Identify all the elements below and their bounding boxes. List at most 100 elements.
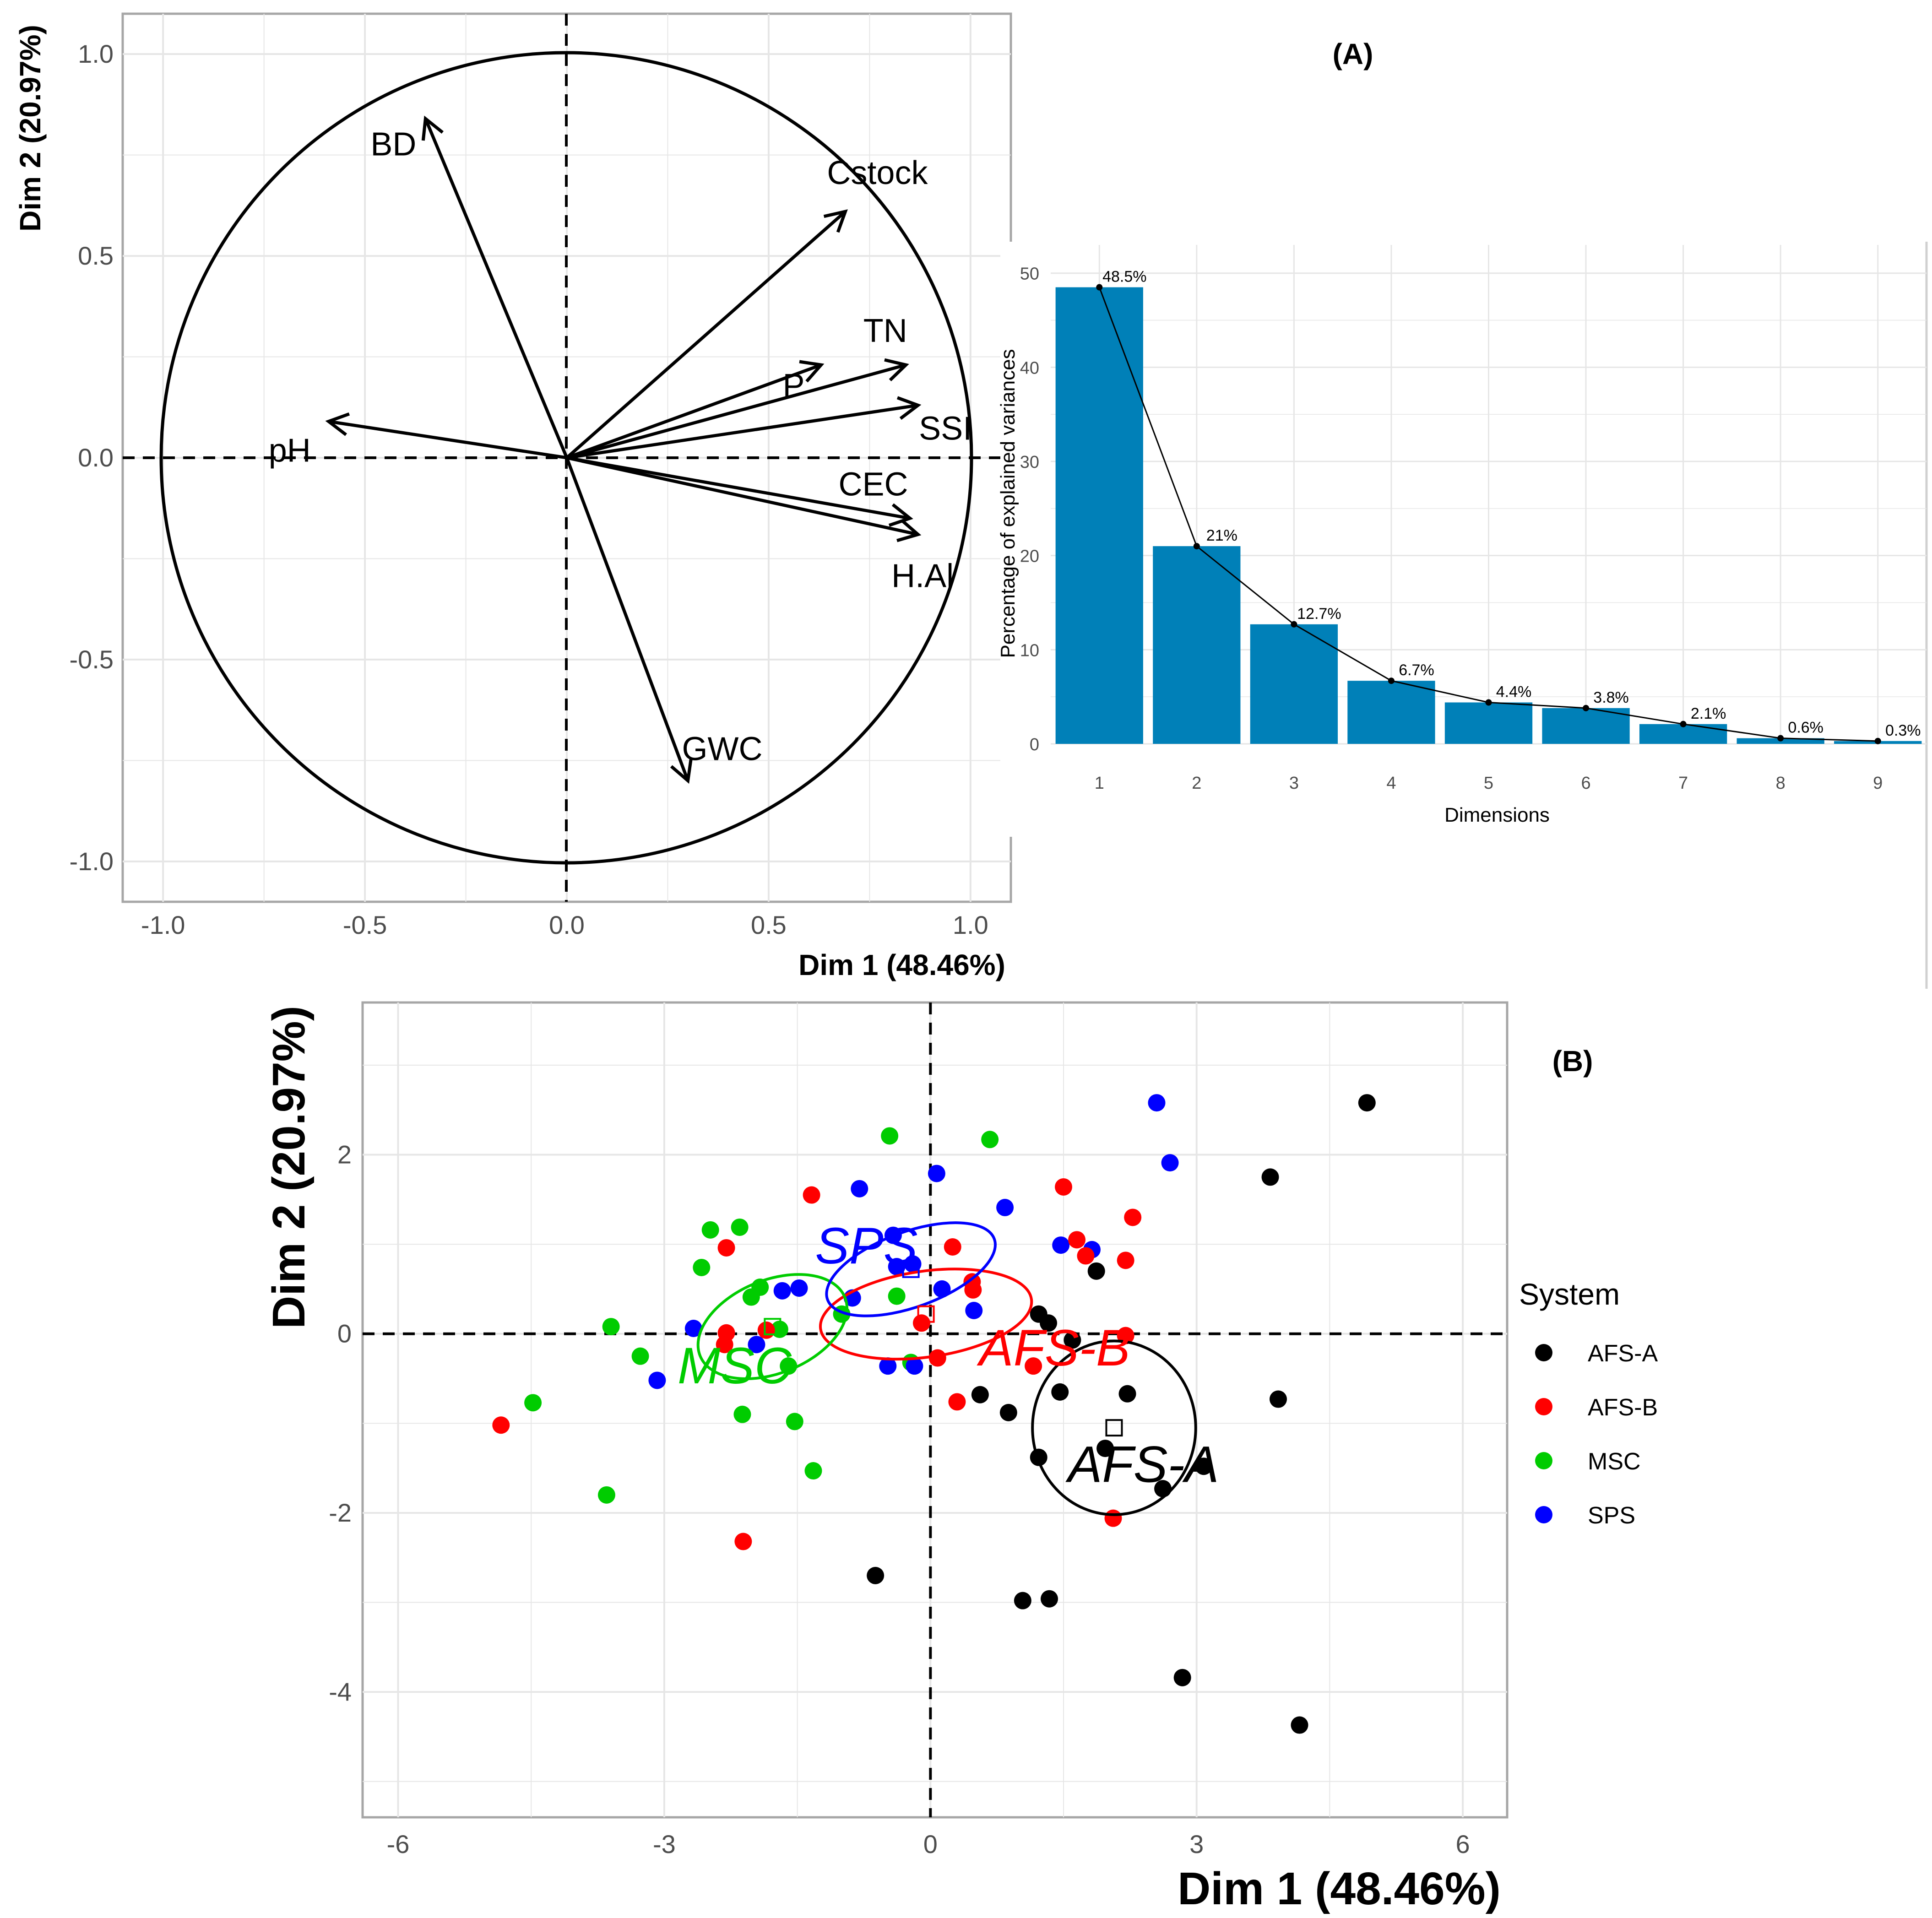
point-msc [524,1394,542,1412]
scree-bar-5 [1444,702,1533,744]
scree-y-tick-label: 50 [1020,265,1039,284]
scree-panel: (A) 48.5% 21% 12.7% 6.7% 4.4% 3.8% 2.1% 0.6% 0.3… [997,38,1932,989]
group-label-afs-a: AFS-A [1065,1436,1219,1493]
scree-y-tick-label: 10 [1020,641,1039,660]
point-afs-a [867,1566,885,1584]
individuals-tick-labels: -6 -3 0 3 6 -4 -2 0 2 [329,1140,1470,1858]
vector-cec-label: CEC [839,466,908,503]
point-afs-a [1195,1457,1213,1475]
vector-tn-arrowhead [884,358,909,382]
y-tick-label: 0.0 [78,443,114,472]
group-centroids [764,1260,1123,1437]
point-afs-b [803,1186,820,1204]
x-tick-label: 0.5 [751,910,787,939]
vector-ph-arrow [328,420,567,460]
centroid-afs-b [917,1305,935,1323]
scree-bar-2 [1153,546,1241,744]
point-msc [780,1357,798,1375]
vector-cstock-label: Cstock [827,155,928,191]
point-afs-b [1025,1357,1042,1375]
point-msc [693,1258,711,1276]
point-msc [786,1413,803,1430]
point-afs-b [716,1336,733,1354]
scree-value-label: 3.8% [1593,689,1629,706]
scree-y-tick-label: 20 [1020,547,1039,566]
point-sps [1052,1236,1070,1254]
point-afs-a [1096,1440,1114,1457]
legend: System AFS-A AFS-B MSC SPS [1519,1277,1658,1529]
centroid-afs-a [1105,1419,1123,1437]
scree-x-tick-label: 2 [1192,774,1201,793]
scree-point-8 [1777,735,1784,742]
scree-point-9 [1874,737,1881,744]
point-msc [731,1218,749,1236]
y-tick-label: -2 [329,1498,352,1527]
point-sps [1148,1094,1166,1112]
point-afs-b [948,1393,966,1411]
legend-key-afs-b [1535,1398,1552,1415]
scree-x-tick-label: 7 [1678,774,1688,793]
scree-x-tick-label: 6 [1581,774,1590,793]
scree-value-label: 0.3% [1885,722,1921,739]
scree-bars [1055,287,1922,744]
y-tick-label: -1.0 [70,847,114,876]
point-msc [602,1318,620,1336]
scree-point-5 [1485,699,1492,706]
ellipse-sps [825,1221,997,1317]
centroid-msc [764,1318,781,1336]
y-tick-label: 2 [337,1140,352,1169]
point-sps [928,1165,945,1182]
point-afs-b [964,1281,982,1299]
point-afs-a [1014,1592,1031,1609]
point-afs-a [1087,1262,1105,1280]
point-sps [748,1336,765,1354]
point-afs-a [999,1403,1017,1421]
individuals-points [492,1094,1376,1734]
x-tick-label: 1.0 [953,910,988,939]
scree-x-tick-label: 5 [1484,774,1493,793]
y-tick-label: 0 [337,1319,352,1348]
point-afs-a [1064,1331,1081,1349]
point-sps [965,1301,983,1319]
point-afs-b [757,1321,775,1339]
vector-h-al-arrow [566,456,918,536]
legend-items: AFS-A AFS-B MSC SPS [1535,1340,1658,1529]
correlation-tick-labels: -1.0 -0.5 0.0 0.5 1.0 -1.0 -0.5 0.0 0.5 1.0 [70,39,988,939]
individuals-panel: AFS-A AFS-B MSC SPS -6 -3 0 3 6 -4 -2 0 2 (B) Dim 1… [263,1001,1658,1914]
point-sps [773,1282,791,1300]
scree-y-axis-title: Percentage of explained variances [997,349,1019,658]
legend-key-msc [1535,1452,1552,1469]
point-afs-b [717,1239,735,1257]
scree-x-tick-label: 3 [1289,774,1299,793]
point-afs-b [1077,1247,1095,1265]
scree-value-label: 48.5% [1102,268,1146,286]
point-afs-a [1358,1094,1376,1112]
individuals-y-axis-title: Dim 2 (20.97%) [263,1006,315,1329]
vector-bd-label: BD [370,126,416,163]
vector-ssi-arrow [566,403,918,460]
point-afs-b [944,1238,961,1256]
vector-cec-arrow [566,456,911,520]
point-msc [631,1347,649,1365]
correlation-circle-panel: BD Cstock TN P SSI pH CEC H.Al GWC -1.0 -0.5 0.0 0.… [14,12,1012,981]
point-afs-a [1051,1383,1069,1401]
legend-label-sps: SPS [1588,1502,1635,1529]
vector-tn-arrow [566,363,906,460]
scree-value-label: 0.6% [1788,719,1823,737]
scree-value-label: 4.4% [1496,683,1532,701]
vector-p-arrow [566,363,822,460]
point-sps [888,1258,906,1276]
vector-ssi-label: SSI [919,410,972,447]
point-afs-b [1068,1231,1086,1249]
point-afs-b [1124,1208,1142,1226]
ellipse-afs-a [1031,1339,1197,1516]
vector-ssi-arrowhead [896,396,922,420]
correlation-arrows: BD Cstock TN P SSI pH CEC H.Al GWC [269,115,972,784]
scree-x-axis-title: Dimensions [1444,804,1550,826]
legend-label-afs-a: AFS-A [1588,1340,1658,1367]
point-sps [879,1357,897,1375]
point-sps [851,1180,868,1197]
scree-tick-labels: 0 10 20 30 40 50 1 2 3 4 5 6 7 8 9 [1020,265,1883,793]
point-msc [881,1127,899,1145]
panel-b-label: (B) [1552,1045,1593,1078]
